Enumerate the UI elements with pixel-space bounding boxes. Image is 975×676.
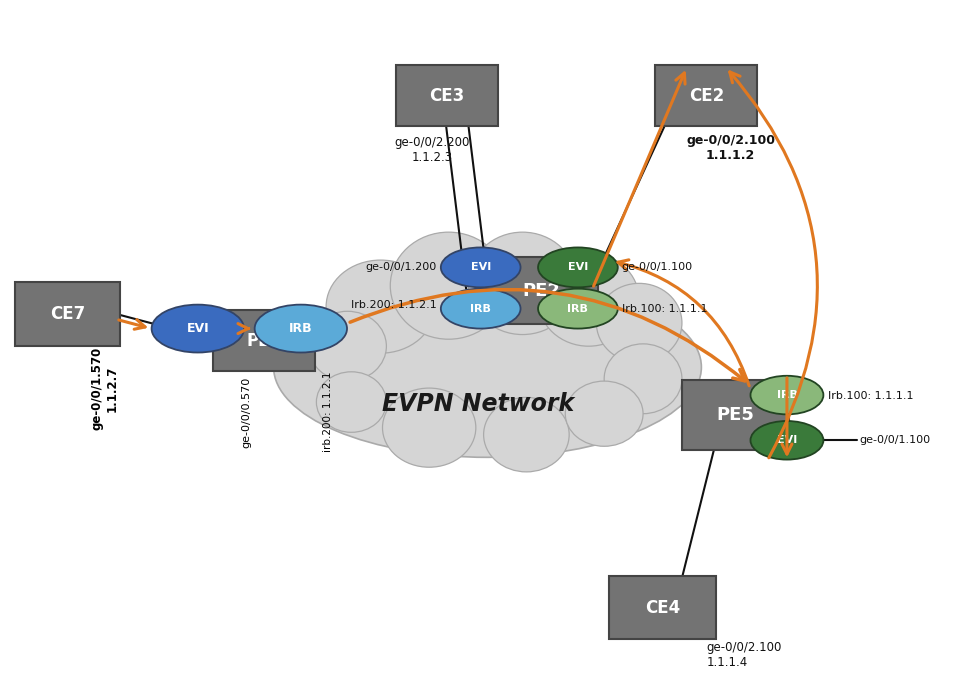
Ellipse shape bbox=[566, 381, 644, 446]
Ellipse shape bbox=[254, 305, 347, 352]
Text: ge-0/0/1.200: ge-0/0/1.200 bbox=[366, 262, 437, 272]
Text: ge-0/0/1.570
1.1.2.7: ge-0/0/1.570 1.1.2.7 bbox=[91, 347, 118, 431]
Text: ge-0/0/2.100
1.1.1.2: ge-0/0/2.100 1.1.1.2 bbox=[686, 135, 775, 162]
Text: Irb.100: 1.1.1.1: Irb.100: 1.1.1.1 bbox=[622, 304, 707, 314]
Ellipse shape bbox=[151, 305, 244, 352]
Text: EVPN Network: EVPN Network bbox=[381, 391, 574, 416]
Text: IRB: IRB bbox=[289, 322, 313, 335]
FancyBboxPatch shape bbox=[396, 65, 497, 126]
Text: ge-0/0/0.570: ge-0/0/0.570 bbox=[242, 377, 252, 448]
Text: CE4: CE4 bbox=[644, 599, 681, 617]
FancyBboxPatch shape bbox=[15, 283, 120, 345]
Text: EVI: EVI bbox=[567, 262, 588, 272]
FancyBboxPatch shape bbox=[609, 576, 716, 639]
Ellipse shape bbox=[538, 253, 640, 346]
Text: EVI: EVI bbox=[471, 262, 490, 272]
Ellipse shape bbox=[317, 372, 386, 433]
Text: ge-0/0/2.200
1.1.2.3: ge-0/0/2.200 1.1.2.3 bbox=[395, 136, 470, 164]
Text: ge-0/0/1.100: ge-0/0/1.100 bbox=[622, 262, 693, 272]
Ellipse shape bbox=[538, 247, 618, 287]
Text: PE2: PE2 bbox=[522, 282, 560, 299]
FancyBboxPatch shape bbox=[655, 65, 758, 126]
Ellipse shape bbox=[441, 247, 521, 287]
Ellipse shape bbox=[751, 421, 824, 460]
Text: IRB: IRB bbox=[470, 304, 491, 314]
Ellipse shape bbox=[382, 388, 476, 467]
Text: Irb.200: 1.1.2.1: Irb.200: 1.1.2.1 bbox=[351, 300, 437, 310]
Ellipse shape bbox=[604, 344, 682, 414]
FancyBboxPatch shape bbox=[484, 258, 599, 324]
FancyBboxPatch shape bbox=[213, 310, 315, 371]
Ellipse shape bbox=[390, 232, 507, 339]
Text: PE5: PE5 bbox=[717, 406, 755, 424]
Text: irb.200: 1.1.2.1: irb.200: 1.1.2.1 bbox=[323, 372, 333, 452]
Text: CE2: CE2 bbox=[688, 87, 723, 105]
Text: EVI: EVI bbox=[186, 322, 209, 335]
Ellipse shape bbox=[274, 277, 701, 458]
FancyBboxPatch shape bbox=[682, 380, 789, 450]
Ellipse shape bbox=[538, 289, 618, 329]
Text: EVI: EVI bbox=[777, 435, 798, 445]
Ellipse shape bbox=[484, 397, 569, 472]
Text: IRB: IRB bbox=[567, 304, 588, 314]
Text: IRB: IRB bbox=[776, 390, 798, 400]
Ellipse shape bbox=[597, 283, 682, 362]
Text: CE7: CE7 bbox=[50, 305, 85, 323]
Ellipse shape bbox=[326, 260, 435, 353]
Text: ge-0/0/2.100
1.1.1.4: ge-0/0/2.100 1.1.1.4 bbox=[706, 641, 782, 669]
Text: PE7: PE7 bbox=[247, 331, 282, 349]
Ellipse shape bbox=[441, 289, 521, 329]
Text: Irb.100: 1.1.1.1: Irb.100: 1.1.1.1 bbox=[828, 391, 914, 402]
Text: ge-0/0/1.100: ge-0/0/1.100 bbox=[859, 435, 930, 445]
Ellipse shape bbox=[309, 311, 386, 381]
Ellipse shape bbox=[468, 232, 577, 335]
Ellipse shape bbox=[751, 376, 824, 414]
Text: CE3: CE3 bbox=[429, 87, 464, 105]
